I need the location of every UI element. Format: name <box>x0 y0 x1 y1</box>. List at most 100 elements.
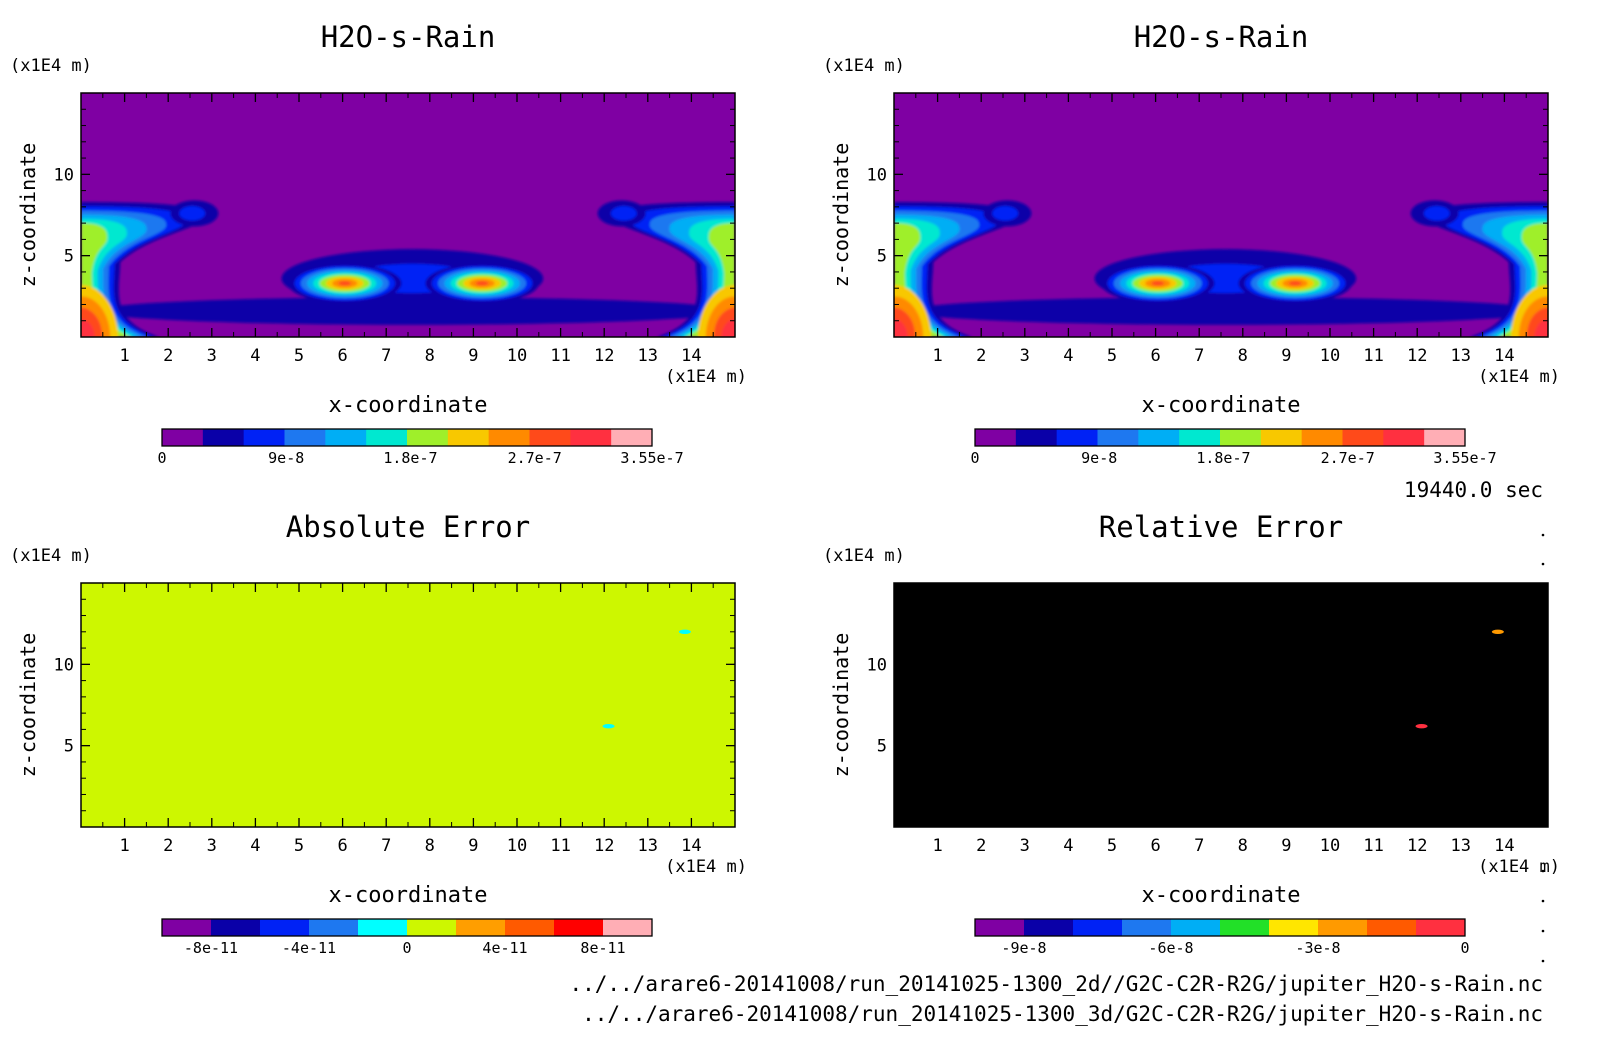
heatmap-background <box>894 583 1548 827</box>
contour-band <box>94 297 731 325</box>
colorbar-swatch <box>1122 919 1172 936</box>
heatmap-field <box>894 93 1548 337</box>
x-tick-label: 1 <box>932 346 942 366</box>
y-unit-label: (x1E4 m) <box>823 56 905 76</box>
heatmap-field <box>894 583 1548 827</box>
x-tick-label: 7 <box>381 836 391 856</box>
x-tick-label: 6 <box>337 836 347 856</box>
chart-title: Absolute Error <box>286 510 530 544</box>
x-tick-label: 3 <box>1020 836 1030 856</box>
x-tick-label: 13 <box>1451 346 1471 366</box>
contour-band <box>721 319 735 337</box>
contour-band <box>1288 281 1302 286</box>
colorbar-swatch <box>211 919 261 936</box>
colorbar-frame <box>974 918 1466 937</box>
x-tick-label: 11 <box>1363 836 1383 856</box>
y-axis-label: z-coordinate <box>829 633 853 778</box>
x-tick-label: 11 <box>550 346 570 366</box>
colorbar-swatch <box>366 429 408 446</box>
y-tick-label: 10 <box>867 165 887 185</box>
x-tick-label: 14 <box>681 836 701 856</box>
y-tick-label: 10 <box>54 655 74 675</box>
colorbar-swatch <box>1015 429 1058 446</box>
x-tick-label: 5 <box>1107 836 1117 856</box>
x-axis-label: x-coordinate <box>329 883 488 908</box>
colorbar-swatch <box>505 919 555 936</box>
contour-band <box>81 319 95 337</box>
colorbar-swatch <box>1424 429 1466 446</box>
x-tick-label: 12 <box>594 346 614 366</box>
contour-band <box>475 281 489 286</box>
colorbar-label: -3e-8 <box>1295 939 1340 957</box>
x-tick-label: 8 <box>1238 836 1248 856</box>
y-axis-label: z-coordinate <box>16 633 40 778</box>
colorbar-swatch <box>570 429 612 446</box>
colorbar-swatch <box>975 429 1017 446</box>
x-tick-label: 11 <box>550 836 570 856</box>
x-tick-label: 10 <box>507 836 527 856</box>
chart-title: H2O-s-Rain <box>1134 20 1309 54</box>
y-unit-label: (x1E4 m) <box>10 546 92 566</box>
x-tick-label: 10 <box>1320 346 1340 366</box>
x-tick-label: 14 <box>681 346 701 366</box>
x-tick-label: 2 <box>976 346 986 366</box>
colorbar-swatch <box>554 919 604 936</box>
colorbar-label: 0 <box>402 939 411 957</box>
colorbar-swatch <box>407 429 449 446</box>
colorbar-label: 4e-11 <box>482 939 527 957</box>
colorbar-frame <box>161 428 653 447</box>
colorbar-frame <box>974 428 1466 447</box>
contour-band <box>992 206 1019 221</box>
x-unit-label: (x1E4 m) <box>665 857 747 877</box>
contour-band <box>1151 281 1165 286</box>
colorbar-swatch <box>1367 919 1417 936</box>
colorbar-swatch <box>488 429 530 446</box>
chart-title: Relative Error <box>1099 510 1343 544</box>
colorbar-label: -4e-11 <box>282 939 336 957</box>
x-tick-label: 13 <box>1451 836 1471 856</box>
x-tick-label: 8 <box>1238 346 1248 366</box>
colorbar-swatch <box>202 429 245 446</box>
colorbar-swatch <box>529 429 571 446</box>
x-tick-label: 6 <box>337 346 347 366</box>
colorbar-label: 3.55e-7 <box>620 449 683 467</box>
contour-band <box>894 319 908 337</box>
colorbar-swatch <box>603 919 653 936</box>
x-tick-label: 3 <box>207 346 217 366</box>
colorbar-swatch <box>1097 429 1139 446</box>
x-unit-label: (x1E4 m) <box>1478 857 1560 877</box>
x-tick-label: 13 <box>638 346 658 366</box>
colorbar-swatch <box>1073 919 1123 936</box>
x-tick-label: 4 <box>250 346 260 366</box>
y-axis-label: z-coordinate <box>829 143 853 288</box>
colorbar-swatch <box>260 919 310 936</box>
file-path-1: ../../arare6-20141008/run_20141025-1300_… <box>569 972 1543 996</box>
x-tick-label: 3 <box>207 836 217 856</box>
x-tick-label: 4 <box>1063 346 1073 366</box>
y-tick-label: 5 <box>877 737 887 757</box>
error-spot <box>602 723 615 729</box>
x-tick-label: 6 <box>1150 346 1160 366</box>
colorbar-label: 2.7e-7 <box>1321 449 1375 467</box>
colorbar-label: 1.8e-7 <box>1196 449 1250 467</box>
margin-dots <box>1541 533 1545 963</box>
colorbar-swatch <box>1342 429 1384 446</box>
contour-band <box>1423 206 1450 221</box>
x-tick-label: 4 <box>1063 836 1073 856</box>
y-tick-label: 5 <box>64 247 74 267</box>
colorbar-swatch <box>611 429 653 446</box>
colorbar-label: 0 <box>970 449 979 467</box>
x-axis-label: x-coordinate <box>1142 883 1301 908</box>
x-tick-label: 3 <box>1020 346 1030 366</box>
x-tick-label: 7 <box>1194 346 1204 366</box>
colorbar-swatch <box>456 919 506 936</box>
error-spot <box>1415 723 1428 729</box>
colorbar-swatch <box>407 919 457 936</box>
x-tick-label: 12 <box>1407 346 1427 366</box>
y-unit-label: (x1E4 m) <box>10 56 92 76</box>
colorbar-swatch <box>243 429 285 446</box>
x-tick-label: 1 <box>119 836 129 856</box>
colorbar-label: 2.7e-7 <box>508 449 562 467</box>
error-spot <box>678 629 691 634</box>
x-unit-label: (x1E4 m) <box>665 367 747 387</box>
